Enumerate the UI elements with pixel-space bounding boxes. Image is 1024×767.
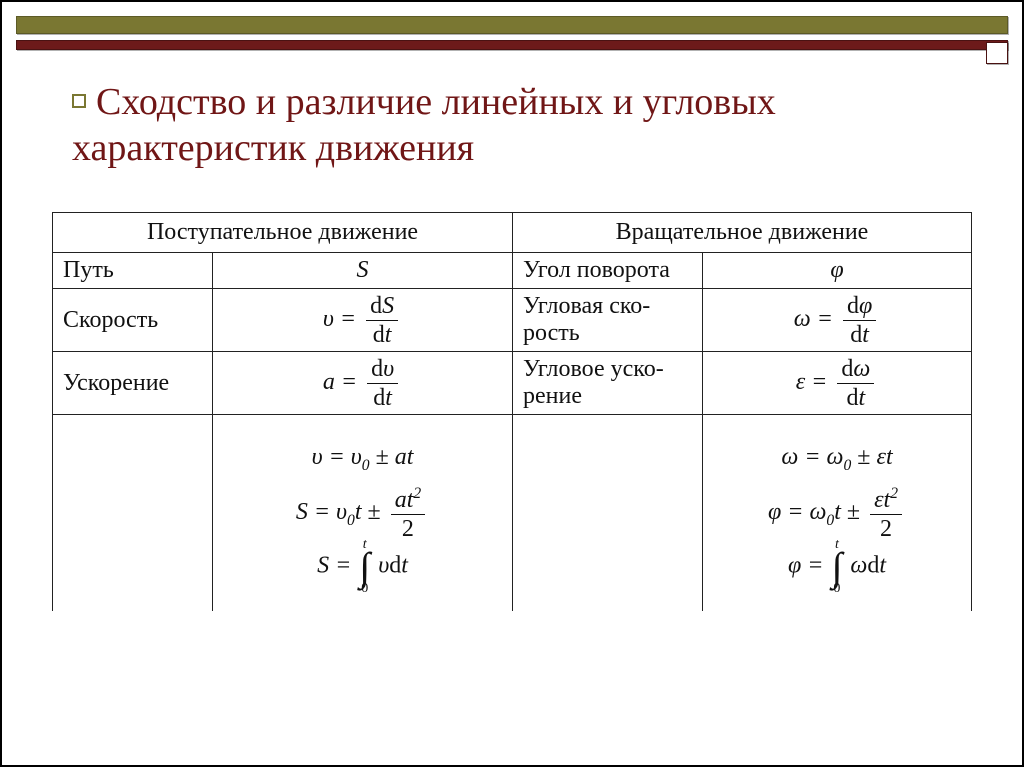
maroon-bar [16, 40, 1008, 50]
top-decoration [16, 16, 1008, 50]
formulas-angular: ω = ω0 ± εt φ = ω0t ± εt2 2 φ = ∫t0 ωdt [703, 415, 972, 611]
integral-icon: ∫t0 [829, 551, 844, 583]
label-angle: Угол поворота [513, 253, 703, 289]
formulas-right-empty [513, 415, 703, 611]
label-angular-velocity: Угловая ско- рость [513, 289, 703, 352]
formula-accel-linear: a = dυ dt [213, 352, 513, 415]
table-row-formulas: υ = υ0 ± at S = υ0t ± at2 2 S = ∫t0 υdt [53, 415, 972, 611]
integral-icon: ∫t0 [357, 551, 372, 583]
olive-bar [16, 16, 1008, 34]
slide: Сходство и различие линейных и угловых х… [0, 0, 1024, 767]
slide-title: Сходство и различие линейных и угловых х… [72, 80, 952, 171]
formula-velocity-angular: ω = dφ dt [703, 289, 972, 352]
table-header-row: Поступательное движение Вращательное дви… [53, 213, 972, 253]
header-angular: Вращательное движение [513, 213, 972, 253]
comparison-table: Поступательное движение Вращательное дви… [52, 212, 972, 611]
formula-line: S = ∫t0 υdt [223, 551, 502, 583]
title-text: Сходство и различие линейных и угловых х… [72, 81, 776, 169]
formula-line: S = υ0t ± at2 2 [223, 486, 502, 541]
table-row: Путь S Угол поворота φ [53, 253, 972, 289]
formula-velocity-linear: υ = dS dt [213, 289, 513, 352]
formula-line: ω = ω0 ± εt [713, 443, 961, 476]
label-path: Путь [53, 253, 213, 289]
formulas-left-empty [53, 415, 213, 611]
header-linear: Поступательное движение [53, 213, 513, 253]
bullet-icon [72, 94, 86, 108]
formula-accel-angular: ε = dω dt [703, 352, 972, 415]
table-row: Скорость υ = dS dt Угловая ско- рость ω … [53, 289, 972, 352]
label-velocity: Скорость [53, 289, 213, 352]
formula-line: φ = ∫t0 ωdt [713, 551, 961, 583]
label-accel: Ускорение [53, 352, 213, 415]
sym-path: S [213, 253, 513, 289]
formula-line: φ = ω0t ± εt2 2 [713, 486, 961, 541]
corner-square-icon [986, 42, 1008, 64]
formula-line: υ = υ0 ± at [223, 443, 502, 476]
formulas-linear: υ = υ0 ± at S = υ0t ± at2 2 S = ∫t0 υdt [213, 415, 513, 611]
table-row: Ускорение a = dυ dt Угловое уско- рение … [53, 352, 972, 415]
label-angular-accel: Угловое уско- рение [513, 352, 703, 415]
sym-angle: φ [703, 253, 972, 289]
